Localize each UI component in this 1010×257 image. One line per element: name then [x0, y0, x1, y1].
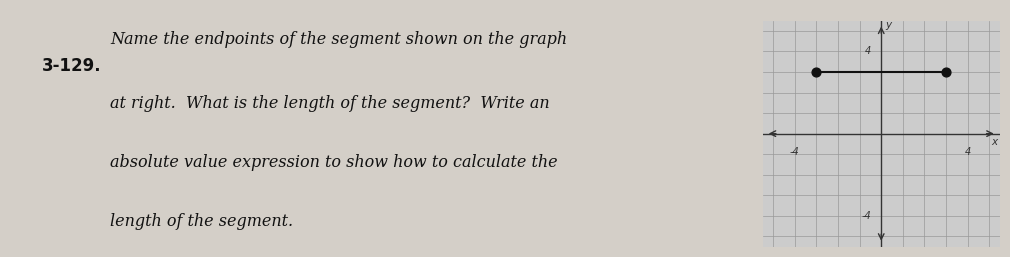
Text: x: x	[992, 137, 998, 147]
Point	[938, 70, 954, 74]
Text: absolute value expression to show how to calculate the: absolute value expression to show how to…	[110, 154, 558, 171]
Text: 3-129.: 3-129.	[41, 57, 101, 75]
Text: length of the segment.: length of the segment.	[110, 213, 293, 230]
Text: Name the endpoints of the segment shown on the graph: Name the endpoints of the segment shown …	[110, 31, 567, 48]
Text: 4: 4	[866, 47, 872, 56]
Text: 4: 4	[965, 147, 971, 157]
Text: y: y	[886, 20, 892, 30]
Text: -4: -4	[862, 211, 872, 221]
Text: -4: -4	[790, 147, 800, 157]
Text: at right.  What is the length of the segment?  Write an: at right. What is the length of the segm…	[110, 95, 549, 112]
Point	[808, 70, 824, 74]
